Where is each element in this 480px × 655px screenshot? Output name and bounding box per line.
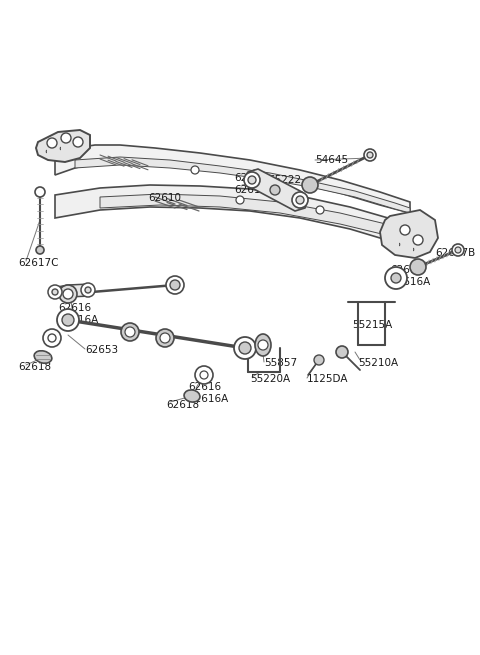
Circle shape [248, 176, 256, 184]
Text: 62610: 62610 [148, 193, 181, 203]
Circle shape [170, 280, 180, 290]
Text: 55210A: 55210A [358, 358, 398, 368]
Circle shape [166, 276, 184, 294]
Circle shape [410, 259, 426, 275]
Circle shape [400, 225, 410, 235]
Circle shape [239, 342, 251, 354]
Circle shape [413, 235, 423, 245]
Text: 62618: 62618 [18, 362, 51, 372]
Circle shape [270, 185, 280, 195]
Circle shape [316, 206, 324, 214]
Text: 62616
62616A: 62616 62616A [234, 173, 274, 195]
Circle shape [48, 334, 56, 342]
Circle shape [200, 371, 208, 379]
Circle shape [52, 289, 58, 295]
Ellipse shape [184, 390, 200, 402]
Circle shape [160, 333, 170, 343]
Circle shape [292, 192, 308, 208]
Polygon shape [36, 130, 90, 162]
Polygon shape [380, 210, 438, 258]
Circle shape [336, 346, 348, 358]
Circle shape [314, 355, 324, 365]
Text: 62616
62616A: 62616 62616A [390, 265, 430, 287]
Circle shape [36, 246, 44, 254]
Circle shape [455, 247, 461, 253]
Circle shape [385, 267, 407, 289]
Text: 62618: 62618 [166, 400, 199, 410]
Circle shape [61, 133, 71, 143]
Circle shape [85, 287, 91, 293]
Text: 62616
62616A: 62616 62616A [188, 382, 228, 403]
Circle shape [62, 314, 74, 326]
Text: 62616
62616A: 62616 62616A [58, 303, 98, 325]
Circle shape [234, 337, 256, 359]
Circle shape [236, 196, 244, 204]
Circle shape [48, 285, 62, 299]
Circle shape [391, 273, 401, 283]
Text: 55222: 55222 [268, 175, 301, 185]
Circle shape [191, 166, 199, 174]
Ellipse shape [34, 351, 52, 364]
Text: 62617C: 62617C [18, 258, 59, 268]
Polygon shape [100, 194, 390, 236]
Circle shape [43, 329, 61, 347]
Circle shape [364, 149, 376, 161]
Circle shape [47, 138, 57, 148]
Circle shape [296, 196, 304, 204]
Text: 55857: 55857 [264, 358, 297, 368]
Circle shape [73, 137, 83, 147]
Circle shape [195, 366, 213, 384]
Polygon shape [55, 145, 410, 213]
Circle shape [452, 244, 464, 256]
Circle shape [35, 187, 45, 197]
Circle shape [63, 289, 73, 299]
Circle shape [81, 283, 95, 297]
Text: 55220A: 55220A [250, 374, 290, 384]
Polygon shape [75, 157, 410, 213]
Circle shape [156, 329, 174, 347]
Circle shape [125, 327, 135, 337]
Text: 62617B: 62617B [435, 248, 475, 258]
Circle shape [251, 170, 259, 178]
Ellipse shape [255, 334, 271, 356]
Text: 62653: 62653 [85, 345, 118, 355]
Circle shape [367, 152, 373, 158]
Text: 54645: 54645 [315, 155, 348, 165]
Polygon shape [55, 185, 425, 251]
Circle shape [244, 172, 260, 188]
Circle shape [258, 340, 268, 350]
Text: 1125DA: 1125DA [307, 374, 348, 384]
Circle shape [121, 323, 139, 341]
Polygon shape [50, 284, 92, 297]
Circle shape [302, 177, 318, 193]
Text: 55215A: 55215A [352, 320, 392, 330]
Circle shape [59, 285, 77, 303]
Polygon shape [245, 169, 308, 211]
Circle shape [57, 309, 79, 331]
